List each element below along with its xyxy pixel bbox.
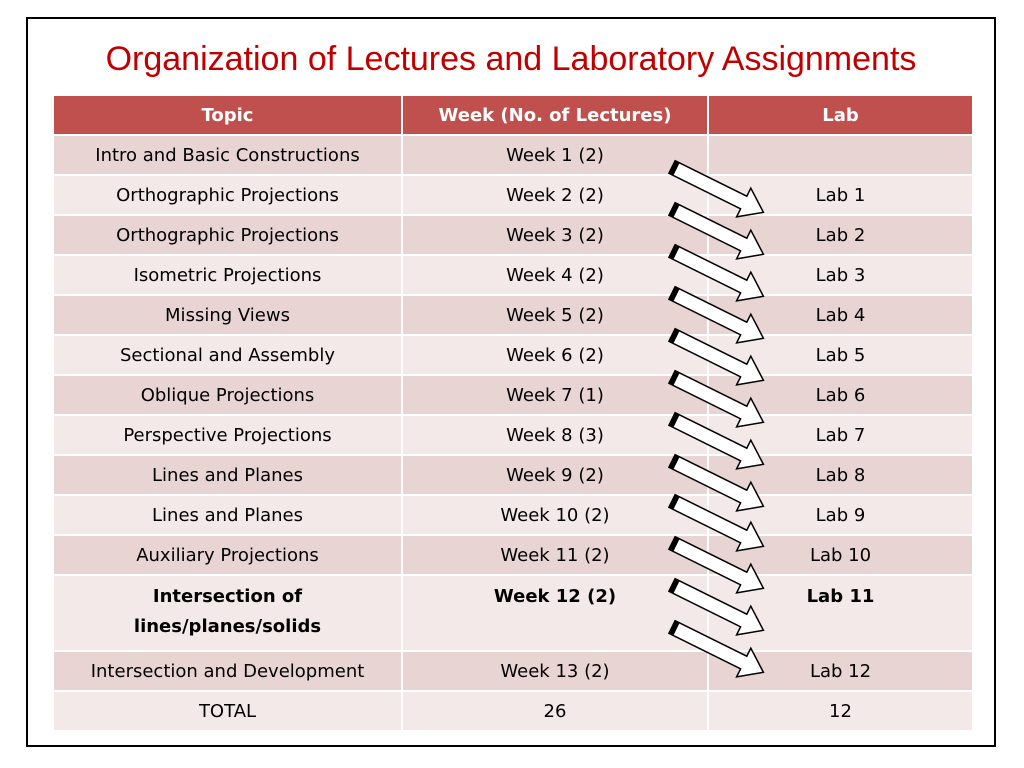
table-row-highlighted: Intersection of lines/planes/solids Week…	[52, 574, 974, 652]
table-row: Missing Views Week 5 (2) Lab 4	[52, 294, 974, 336]
total-labs-cell: 12	[707, 690, 974, 732]
schedule-table: Topic Week (No. of Lectures) Lab Intro a…	[52, 94, 974, 732]
week-cell: Week 8 (3)	[401, 414, 709, 456]
lab-cell: Lab 10	[707, 534, 974, 576]
lab-cell	[707, 134, 974, 176]
table-row: Lines and Planes Week 9 (2) Lab 8	[52, 454, 974, 496]
week-cell: Week 1 (2)	[401, 134, 709, 176]
topic-cell: Isometric Projections	[52, 254, 403, 296]
lab-cell: Lab 6	[707, 374, 974, 416]
table-row: Oblique Projections Week 7 (1) Lab 6	[52, 374, 974, 416]
week-cell: Week 11 (2)	[401, 534, 709, 576]
total-label-cell: TOTAL	[52, 690, 403, 732]
topic-cell: Orthographic Projections	[52, 214, 403, 256]
topic-cell: Auxiliary Projections	[52, 534, 403, 576]
week-cell: Week 10 (2)	[401, 494, 709, 536]
lab-cell: Lab 5	[707, 334, 974, 376]
topic-cell: Intro and Basic Constructions	[52, 134, 403, 176]
lab-cell: Lab 2	[707, 214, 974, 256]
week-cell: Week 6 (2)	[401, 334, 709, 376]
total-row: TOTAL 26 12	[52, 690, 974, 732]
week-cell: Week 13 (2)	[401, 650, 709, 692]
table-row: Intro and Basic Constructions Week 1 (2)	[52, 134, 974, 176]
topic-cell: Orthographic Projections	[52, 174, 403, 216]
slide-title: Organization of Lectures and Laboratory …	[105, 40, 917, 78]
week-cell: Week 3 (2)	[401, 214, 709, 256]
topic-cell: Lines and Planes	[52, 454, 403, 496]
table-row: Sectional and Assembly Week 6 (2) Lab 5	[52, 334, 974, 376]
topic-cell: Oblique Projections	[52, 374, 403, 416]
lab-cell: Lab 12	[707, 650, 974, 692]
week-cell: Week 9 (2)	[401, 454, 709, 496]
table-row: Isometric Projections Week 4 (2) Lab 3	[52, 254, 974, 296]
topic-cell: Sectional and Assembly	[52, 334, 403, 376]
slide-frame	[26, 17, 996, 747]
topic-cell: Lines and Planes	[52, 494, 403, 536]
lab-cell: Lab 9	[707, 494, 974, 536]
topic-cell: Intersection of lines/planes/solids	[52, 574, 403, 652]
topic-cell: Intersection and Development	[52, 650, 403, 692]
week-cell: Week 5 (2)	[401, 294, 709, 336]
lab-cell: Lab 11	[707, 574, 974, 652]
table-row: Lines and Planes Week 10 (2) Lab 9	[52, 494, 974, 536]
topic-cell: Missing Views	[52, 294, 403, 336]
lab-cell: Lab 7	[707, 414, 974, 456]
topic-cell: Perspective Projections	[52, 414, 403, 456]
header-lab: Lab	[707, 94, 974, 136]
week-cell: Week 12 (2)	[401, 574, 709, 652]
week-cell: Week 4 (2)	[401, 254, 709, 296]
week-cell: Week 2 (2)	[401, 174, 709, 216]
lab-cell: Lab 3	[707, 254, 974, 296]
header-topic: Topic	[52, 94, 403, 136]
lab-cell: Lab 4	[707, 294, 974, 336]
table-row: Auxiliary Projections Week 11 (2) Lab 10	[52, 534, 974, 576]
lab-cell: Lab 1	[707, 174, 974, 216]
header-week: Week (No. of Lectures)	[401, 94, 709, 136]
table-row: Orthographic Projections Week 3 (2) Lab …	[52, 214, 974, 256]
header-row: Topic Week (No. of Lectures) Lab	[52, 94, 974, 136]
table-row: Perspective Projections Week 8 (3) Lab 7	[52, 414, 974, 456]
lab-cell: Lab 8	[707, 454, 974, 496]
table-row: Orthographic Projections Week 2 (2) Lab …	[52, 174, 974, 216]
total-lectures-cell: 26	[401, 690, 709, 732]
week-cell: Week 7 (1)	[401, 374, 709, 416]
table-row: Intersection and Development Week 13 (2)…	[52, 650, 974, 692]
